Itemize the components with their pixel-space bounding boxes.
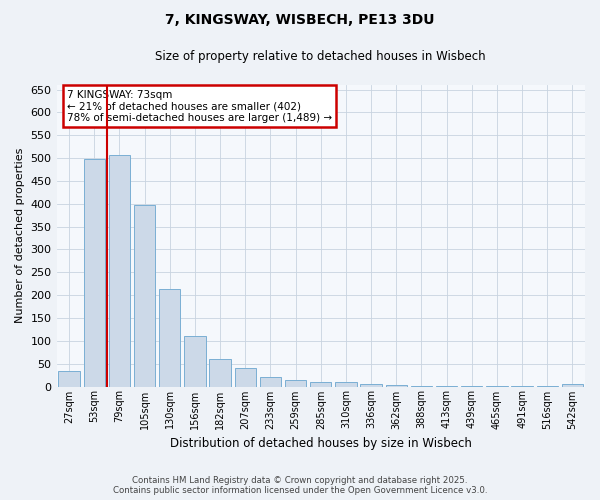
Bar [335,382,356,386]
Bar [58,370,80,386]
Text: 7 KINGSWAY: 73sqm
← 21% of detached houses are smaller (402)
78% of semi-detache: 7 KINGSWAY: 73sqm ← 21% of detached hous… [67,90,332,122]
Bar [260,378,281,386]
Bar [184,336,206,386]
Bar [83,160,105,386]
Bar [562,384,583,386]
Bar [134,205,155,386]
Bar [109,155,130,386]
X-axis label: Distribution of detached houses by size in Wisbech: Distribution of detached houses by size … [170,437,472,450]
Bar [209,359,231,386]
Y-axis label: Number of detached properties: Number of detached properties [15,148,25,324]
Bar [310,382,331,386]
Title: Size of property relative to detached houses in Wisbech: Size of property relative to detached ho… [155,50,486,63]
Text: Contains HM Land Registry data © Crown copyright and database right 2025.
Contai: Contains HM Land Registry data © Crown c… [113,476,487,495]
Bar [235,368,256,386]
Text: 7, KINGSWAY, WISBECH, PE13 3DU: 7, KINGSWAY, WISBECH, PE13 3DU [165,12,435,26]
Bar [159,289,181,386]
Bar [386,385,407,386]
Bar [361,384,382,386]
Bar [285,380,307,386]
